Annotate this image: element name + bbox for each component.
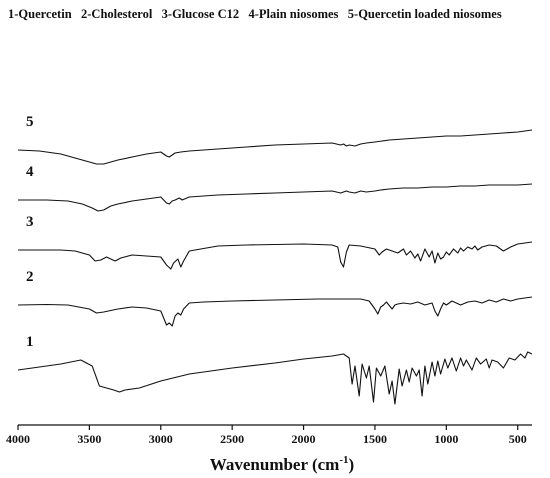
x-tick-label-2000: 2000 bbox=[292, 432, 316, 446]
x-axis-label: Wavenumber (cm-1) bbox=[210, 454, 354, 474]
chart-title: 1-Quercetin 2-Cholesterol 3-Glucose C12 … bbox=[8, 7, 502, 21]
series-line-1 bbox=[17, 351, 533, 405]
x-axis-label-main: Wavenumber (cm bbox=[210, 455, 340, 474]
series-line-5 bbox=[17, 129, 533, 165]
series-labels: 1 2 3 4 5 bbox=[26, 114, 34, 350]
x-tick-label-3500: 3500 bbox=[77, 432, 101, 446]
x-axis-label-close: ) bbox=[349, 455, 355, 474]
series-line-2 bbox=[17, 296, 533, 327]
x-axis-label-sup: -1 bbox=[339, 454, 348, 466]
x-tick-label-1500: 1500 bbox=[363, 432, 387, 446]
series-label-1: 1 bbox=[26, 334, 34, 350]
x-tick-label-500: 500 bbox=[509, 432, 527, 446]
x-tick-label-1000: 1000 bbox=[434, 432, 458, 446]
x-tick-label-3000: 3000 bbox=[149, 432, 173, 446]
series-line-4 bbox=[18, 183, 533, 212]
x-axis-ticks: 4000 3500 3000 2500 2000 1500 1000 500 bbox=[6, 425, 527, 446]
series-label-3: 3 bbox=[26, 214, 34, 230]
series-group bbox=[17, 129, 533, 405]
series-label-2: 2 bbox=[26, 269, 34, 285]
series-label-4: 4 bbox=[26, 164, 34, 180]
series-line-3 bbox=[18, 241, 533, 270]
x-tick-label-4000: 4000 bbox=[6, 432, 30, 446]
x-tick-label-2500: 2500 bbox=[220, 432, 244, 446]
plot-area: 4000 3500 3000 2500 2000 1500 1000 500 1 2 3 4 5 bbox=[6, 114, 533, 446]
series-label-5: 5 bbox=[26, 114, 34, 130]
